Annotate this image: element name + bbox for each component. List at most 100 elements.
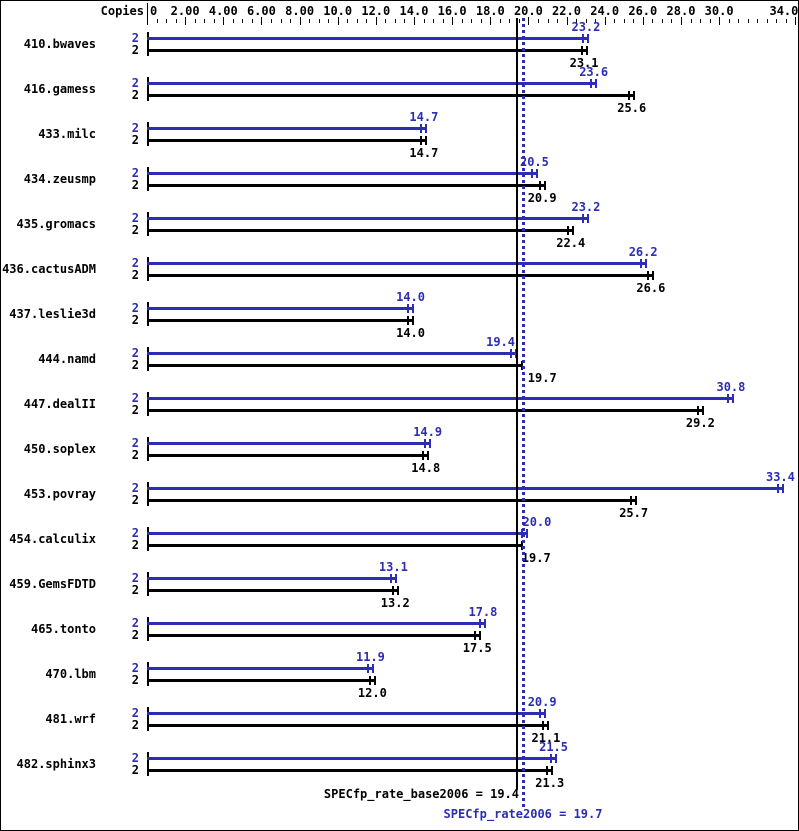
axis-minor-tick: [671, 19, 673, 23]
copies-value-peak: 2: [131, 391, 139, 405]
bar-peak-end-marker: [587, 214, 590, 223]
bar-base: [147, 364, 523, 367]
bar-peak-run-marker: [550, 754, 552, 763]
bar-peak-end-marker: [484, 619, 487, 628]
axis-minor-tick: [652, 19, 654, 23]
axis-minor-tick: [585, 19, 587, 23]
benchmark-label: 444.namd: [38, 352, 96, 366]
row-axis-segment: [147, 662, 149, 686]
copies-value-base: 2: [131, 628, 139, 642]
bar-peak: [147, 307, 414, 310]
value-label-peak: 26.2: [628, 245, 658, 259]
value-label-peak: 21.5: [539, 740, 568, 754]
axis-tick-label: 34.0: [769, 4, 799, 18]
bar-peak-end-marker: [587, 34, 590, 43]
bar-base: [147, 769, 554, 772]
benchmark-label: 447.dealII: [23, 397, 96, 411]
value-label-peak: 30.8: [716, 380, 746, 394]
axis-minor-tick: [776, 19, 778, 23]
bar-base: [147, 544, 523, 547]
axis-minor-tick: [557, 19, 558, 23]
bar-base: [147, 454, 430, 457]
axis-minor-tick: [251, 19, 253, 23]
bar-base: [147, 274, 655, 277]
copies-value-base: 2: [131, 493, 139, 507]
axis-tick-label: 18.0: [475, 4, 505, 18]
benchmark-label: 470.lbm: [45, 667, 96, 681]
value-label-peak: 20.0: [522, 515, 552, 529]
bar-peak: [147, 757, 557, 760]
row-axis-segment: [147, 572, 149, 596]
bar-base: [147, 634, 481, 637]
axis-minor-tick: [623, 19, 625, 23]
axis-minor-tick: [423, 19, 425, 23]
axis-tick-label: 26.0: [628, 4, 658, 18]
benchmark-label: 450.soplex: [23, 442, 96, 456]
copies-value-base: 2: [131, 358, 139, 372]
copies-value-peak: 2: [131, 661, 139, 675]
axis-tick-label: 16.0: [437, 4, 467, 18]
bar-peak: [147, 37, 590, 40]
benchmark-label: 437.leslie3d: [9, 307, 96, 321]
bar-peak-run-marker: [510, 349, 512, 358]
bar-base: [147, 94, 636, 97]
copies-value-base: 2: [131, 448, 139, 462]
value-label-peak: 20.9: [527, 695, 557, 709]
bar-peak: [147, 442, 432, 445]
row-axis-segment: [147, 527, 149, 551]
copies-value-base: 2: [131, 178, 139, 192]
benchmark-label: 481.wrf: [45, 712, 96, 726]
bar-peak: [147, 82, 598, 85]
copies-value-peak: 2: [131, 301, 139, 315]
value-label-base: 13.2: [380, 596, 410, 610]
value-label-base: 19.7: [521, 551, 551, 565]
bar-peak-run-marker: [776, 484, 779, 493]
value-label-base: 23.1: [569, 56, 599, 70]
bar-peak: [147, 712, 546, 715]
bar-base-end-marker: [412, 316, 414, 325]
axis-minor-tick: [700, 19, 701, 23]
bar-peak-run-marker: [590, 79, 593, 88]
bar-peak-run-marker: [727, 394, 730, 403]
bar-base-run-marker: [538, 181, 541, 190]
bar-base-run-marker: [647, 271, 650, 280]
copies-value-peak: 2: [131, 706, 139, 720]
copies-value-base: 2: [131, 268, 139, 282]
bar-base: [147, 319, 414, 322]
copies-value-base: 2: [131, 718, 139, 732]
bar-peak-end-marker: [394, 574, 397, 583]
bar-base-end-marker: [572, 226, 575, 235]
copies-value-peak: 2: [131, 571, 139, 585]
bar-peak-end-marker: [526, 529, 529, 538]
value-label-base: 20.9: [527, 191, 557, 205]
value-label-peak: 11.9: [355, 650, 385, 664]
bar-peak: [147, 622, 487, 625]
copies-value-peak: 2: [131, 166, 139, 180]
axis-minor-tick: [175, 19, 177, 23]
axis-minor-tick: [404, 19, 406, 23]
bar-base-end-marker: [701, 406, 704, 415]
axis-major-tick: [452, 17, 454, 25]
bar-base-run-marker: [628, 91, 631, 100]
bar-peak-end-marker: [732, 394, 735, 403]
axis-major-tick: [337, 17, 339, 25]
value-label-peak: 23.2: [571, 20, 601, 34]
bar-base: [147, 679, 376, 682]
benchmark-label: 465.tonto: [30, 622, 96, 636]
axis-minor-tick: [156, 19, 158, 23]
copies-value-base: 2: [131, 43, 139, 57]
axis-major-tick: [261, 17, 263, 25]
bar-base-run-marker: [630, 496, 633, 505]
bar-peak-run-marker: [639, 259, 642, 268]
bar-peak-end-marker: [595, 79, 598, 88]
axis-major-tick: [223, 17, 225, 25]
bar-base-end-marker: [635, 496, 638, 505]
bar-peak-run-marker: [582, 214, 585, 223]
copies-value-peak: 2: [131, 481, 139, 495]
copies-value-peak: 2: [131, 211, 139, 225]
axis-minor-tick: [738, 19, 740, 23]
bar-base-end-marker: [543, 181, 546, 190]
axis-tick-label: 24.0: [590, 4, 620, 18]
value-label-base: 19.7: [527, 371, 557, 385]
